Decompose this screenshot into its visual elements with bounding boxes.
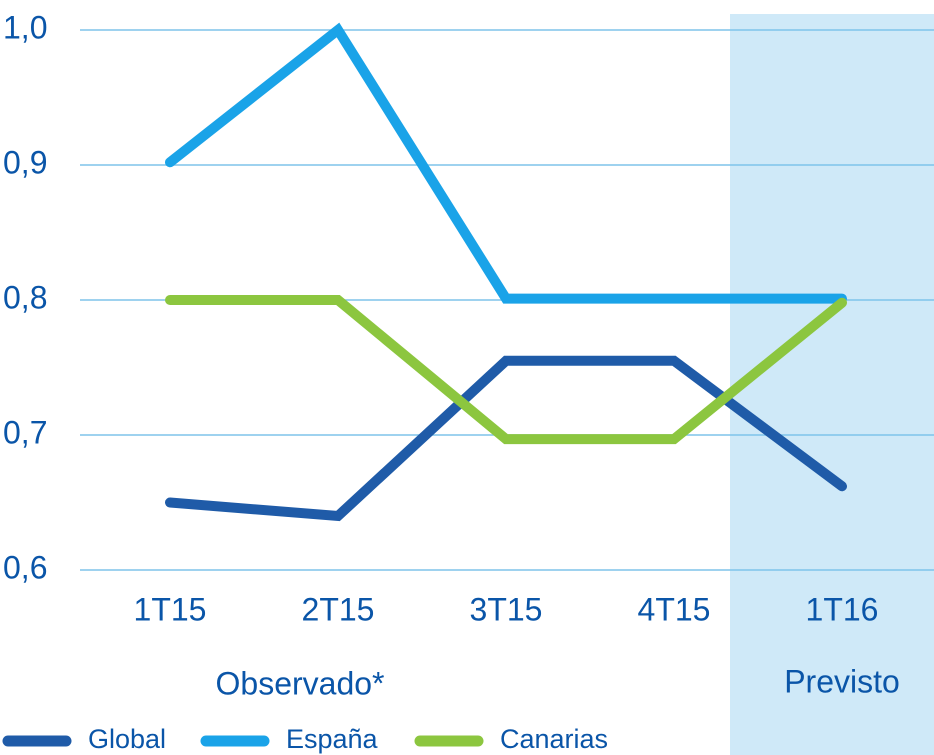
x-tick-label: 2T15 xyxy=(302,591,375,627)
forecast-group-label: Previsto xyxy=(784,663,900,699)
legend-label: Canarias xyxy=(500,724,608,754)
y-tick-label: 1,0 xyxy=(3,9,47,45)
series-lines xyxy=(165,22,847,522)
y-tick-label: 0,6 xyxy=(3,549,47,585)
series-line-global xyxy=(165,355,847,522)
y-axis-ticks: 0,6 0,7 0,8 0,9 1,0 xyxy=(3,9,47,585)
x-tick-label: 1T16 xyxy=(806,591,879,627)
legend: Global España Canarias xyxy=(2,724,608,754)
y-tick-label: 0,7 xyxy=(3,414,47,450)
x-tick-label: 1T15 xyxy=(134,591,207,627)
x-axis-ticks: 1T15 2T15 3T15 4T15 1T16 xyxy=(134,591,879,627)
series-line-canarias xyxy=(165,295,847,445)
observed-group-label: Observado* xyxy=(216,665,385,701)
x-tick-label: 3T15 xyxy=(470,591,543,627)
y-tick-label: 0,9 xyxy=(3,144,47,180)
x-tick-label: 4T15 xyxy=(638,591,711,627)
series-line-espana xyxy=(165,22,847,304)
forecast-band xyxy=(730,14,934,755)
legend-label: España xyxy=(286,724,379,754)
legend-label: Global xyxy=(88,724,166,754)
y-tick-label: 0,8 xyxy=(3,279,47,315)
